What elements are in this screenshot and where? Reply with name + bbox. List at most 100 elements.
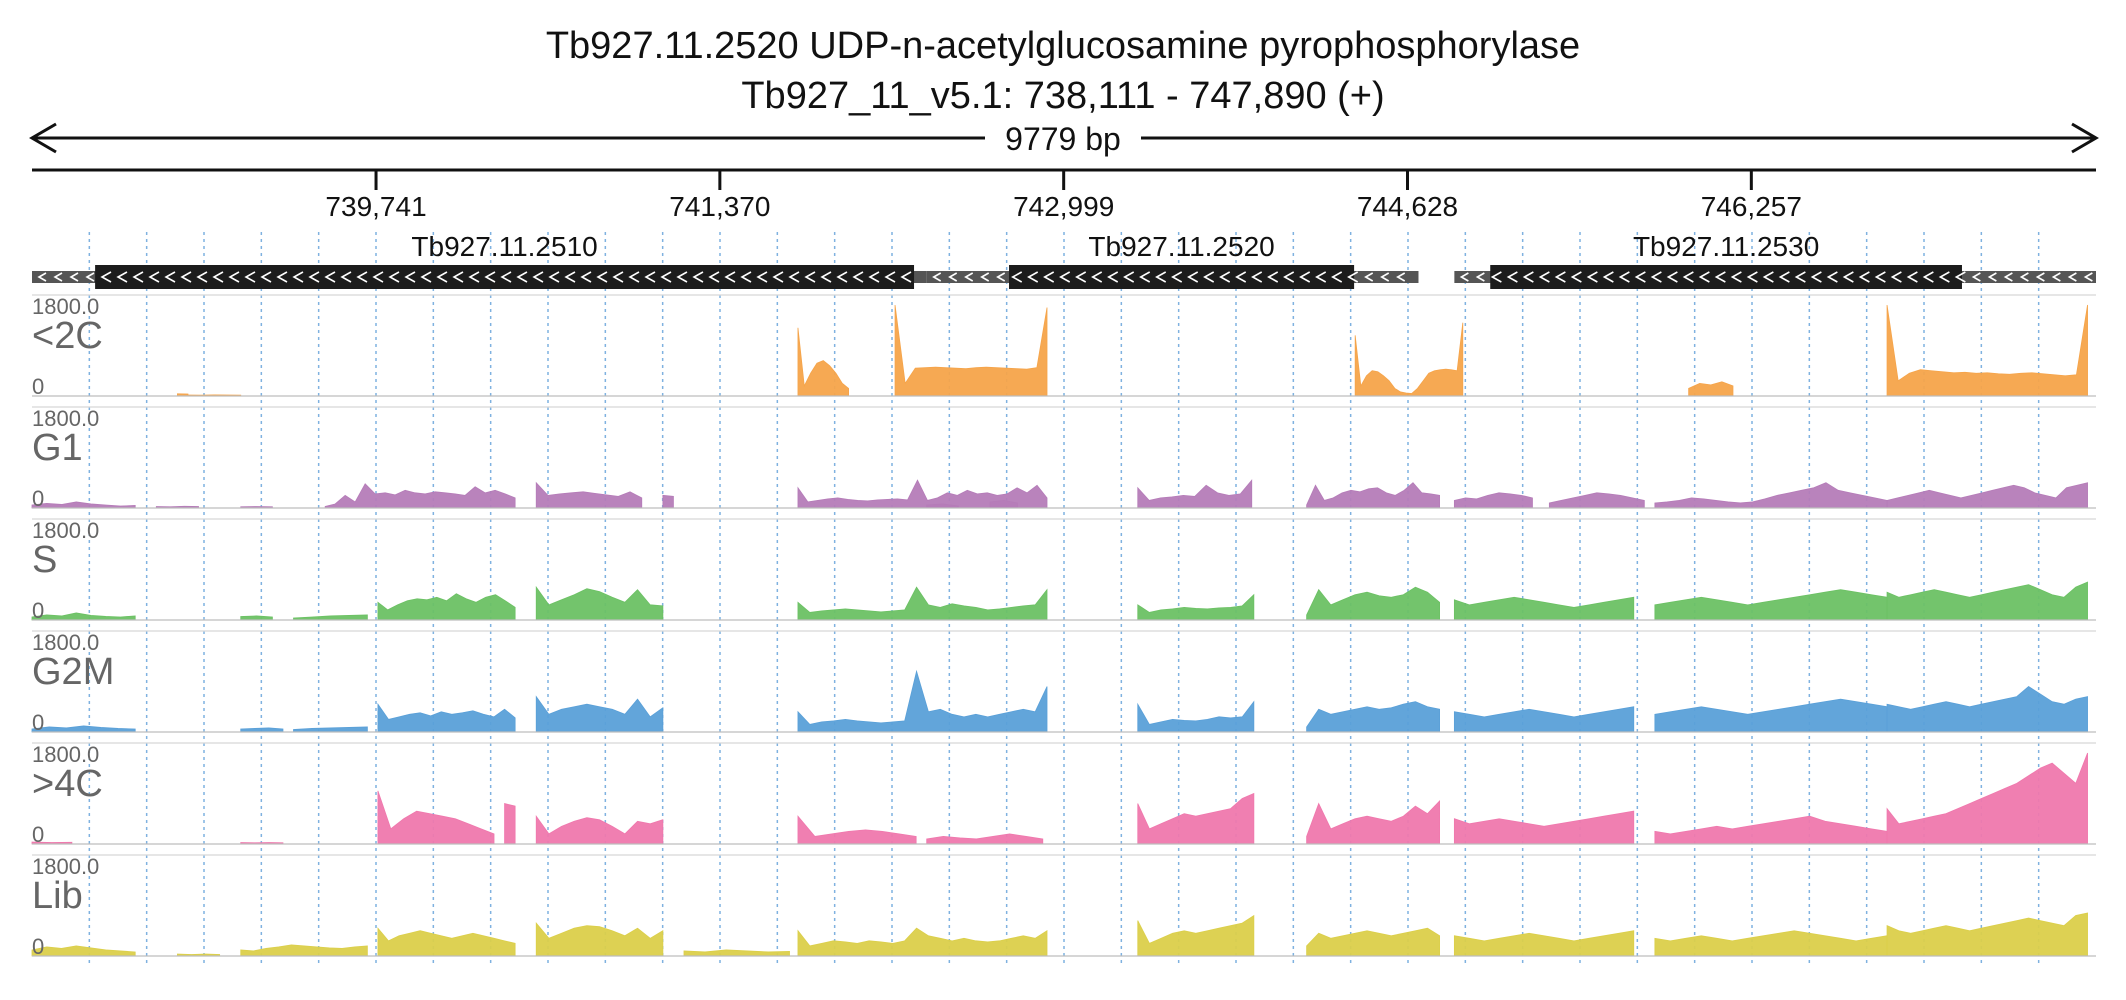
figure-title: Tb927.11.2520 UDP-n-acetylglucosamine py… bbox=[546, 25, 1580, 67]
coverage-area-lt2c bbox=[797, 327, 850, 397]
coverage-area-g1 bbox=[1453, 492, 1533, 509]
strand-chevron-icon bbox=[1682, 271, 1694, 283]
coverage-area-lib bbox=[1137, 914, 1255, 957]
coverage-area-lib bbox=[1886, 912, 2088, 957]
coverage-area-gt4c bbox=[1654, 815, 1888, 845]
strand-chevron-icon bbox=[1810, 271, 1822, 283]
coverage-area-g2m bbox=[31, 725, 136, 733]
strand-chevron-icon bbox=[340, 271, 352, 283]
coverage-area-s bbox=[1306, 586, 1440, 621]
strand-chevron-icon bbox=[1842, 271, 1854, 283]
right-arrowhead-icon bbox=[2071, 122, 2099, 154]
strand-chevron-icon bbox=[1714, 271, 1726, 283]
strand-chevron-icon bbox=[708, 271, 720, 283]
x-tick-label: 739,741 bbox=[325, 191, 426, 222]
strand-chevron-icon bbox=[820, 271, 832, 283]
strand-chevron-icon bbox=[1698, 271, 1710, 283]
gene-label-tb927-11-2510: Tb927.11.2510 bbox=[411, 231, 597, 262]
coverage-area-lt2c bbox=[1354, 322, 1464, 397]
track-ymin-label: 0 bbox=[32, 934, 44, 959]
strand-chevron-icon bbox=[1506, 271, 1518, 283]
strand-chevron-icon bbox=[1107, 271, 1119, 283]
strand-chevron-icon bbox=[1666, 271, 1678, 283]
coverage-area-g2m bbox=[1306, 701, 1440, 733]
strand-chevron-icon bbox=[1890, 271, 1902, 283]
strand-chevron-icon bbox=[1570, 271, 1582, 283]
strand-chevron-icon bbox=[404, 271, 416, 283]
strand-chevron-icon bbox=[1538, 271, 1550, 283]
strand-chevron-icon bbox=[420, 271, 432, 283]
strand-chevron-icon bbox=[1794, 271, 1806, 283]
strand-chevron-icon bbox=[1219, 271, 1231, 283]
strand-chevron-icon bbox=[1586, 271, 1598, 283]
span-label: 9779 bp bbox=[1005, 121, 1121, 157]
strand-chevron-icon bbox=[1251, 271, 1263, 283]
gene-label-tb927-11-2530: Tb927.11.2530 bbox=[1633, 231, 1819, 262]
track-ymin-label: 0 bbox=[32, 822, 44, 847]
strand-chevron-icon bbox=[308, 271, 320, 283]
coverage-area-s bbox=[1453, 596, 1635, 621]
strand-chevron-icon bbox=[1043, 271, 1055, 283]
track-ymin-label: 0 bbox=[32, 486, 44, 511]
coverage-area-g2m bbox=[1453, 706, 1635, 733]
strand-chevron-icon bbox=[1906, 271, 1918, 283]
track-ymax-label: 1800.0 bbox=[32, 294, 99, 319]
strand-chevron-icon bbox=[644, 271, 656, 283]
strand-chevron-icon bbox=[260, 271, 272, 283]
strand-chevron-icon bbox=[964, 272, 974, 282]
strand-chevron-icon bbox=[948, 272, 958, 282]
strand-chevron-icon bbox=[628, 271, 640, 283]
coverage-area-lt2c bbox=[1688, 381, 1734, 397]
strand-chevron-icon bbox=[372, 271, 384, 283]
track-ymax-label: 1800.0 bbox=[32, 854, 99, 879]
coverage-area-lib bbox=[240, 944, 368, 957]
x-tick-label: 746,257 bbox=[1701, 191, 1802, 222]
strand-chevron-icon bbox=[1987, 272, 1997, 282]
strand-chevron-icon bbox=[1027, 271, 1039, 283]
strand-chevron-icon bbox=[1858, 271, 1870, 283]
coverage-area-lib bbox=[1654, 930, 1888, 957]
track-name-lt2c: <2C bbox=[32, 315, 103, 357]
strand-chevron-icon bbox=[2035, 272, 2045, 282]
strand-chevron-icon bbox=[1459, 272, 1469, 282]
strand-chevron-icon bbox=[676, 271, 688, 283]
gene-label-tb927-11-2520: Tb927.11.2520 bbox=[1088, 231, 1274, 262]
strand-chevron-icon bbox=[132, 271, 144, 283]
strand-chevron-icon bbox=[436, 271, 448, 283]
strand-chevron-icon bbox=[1778, 271, 1790, 283]
strand-chevron-icon bbox=[660, 271, 672, 283]
coverage-area-g1 bbox=[1137, 479, 1253, 509]
track-ymax-label: 1800.0 bbox=[32, 406, 99, 431]
strand-chevron-icon bbox=[1139, 271, 1151, 283]
coverage-area-lib bbox=[535, 922, 664, 957]
coverage-tracks: 1800.00<2C1800.00G11800.00S1800.00G2M180… bbox=[31, 294, 2096, 959]
strand-chevron-icon bbox=[852, 271, 864, 283]
track-ymin-label: 0 bbox=[32, 598, 44, 623]
strand-chevron-icon bbox=[1730, 271, 1742, 283]
strand-chevron-icon bbox=[2003, 272, 2013, 282]
strand-chevron-icon bbox=[148, 271, 160, 283]
strand-chevron-icon bbox=[1475, 272, 1485, 282]
strand-chevron-icon bbox=[196, 271, 208, 283]
strand-chevron-icon bbox=[1602, 271, 1614, 283]
coverage-area-g1 bbox=[31, 501, 136, 509]
strand-chevron-icon bbox=[1235, 271, 1247, 283]
strand-chevron-icon bbox=[116, 271, 128, 283]
coverage-area-g2m bbox=[797, 669, 1048, 733]
x-tick-label: 742,999 bbox=[1013, 191, 1114, 222]
coverage-area-g1 bbox=[535, 481, 643, 509]
coverage-area-gt4c bbox=[1453, 810, 1635, 845]
coverage-area-s bbox=[377, 593, 516, 621]
coverage-area-gt4c bbox=[535, 814, 664, 845]
strand-chevron-icon bbox=[53, 272, 63, 282]
coverage-area-gt4c bbox=[1886, 752, 2088, 845]
strand-chevron-icon bbox=[804, 271, 816, 283]
strand-chevron-icon bbox=[900, 271, 912, 283]
strand-chevron-icon bbox=[292, 271, 304, 283]
strand-chevron-icon bbox=[1396, 272, 1406, 282]
strand-chevron-icon bbox=[388, 271, 400, 283]
strand-chevron-icon bbox=[1187, 271, 1199, 283]
strand-chevron-icon bbox=[1267, 271, 1279, 283]
strand-chevron-icon bbox=[37, 272, 47, 282]
coverage-area-g1 bbox=[1548, 492, 1645, 509]
